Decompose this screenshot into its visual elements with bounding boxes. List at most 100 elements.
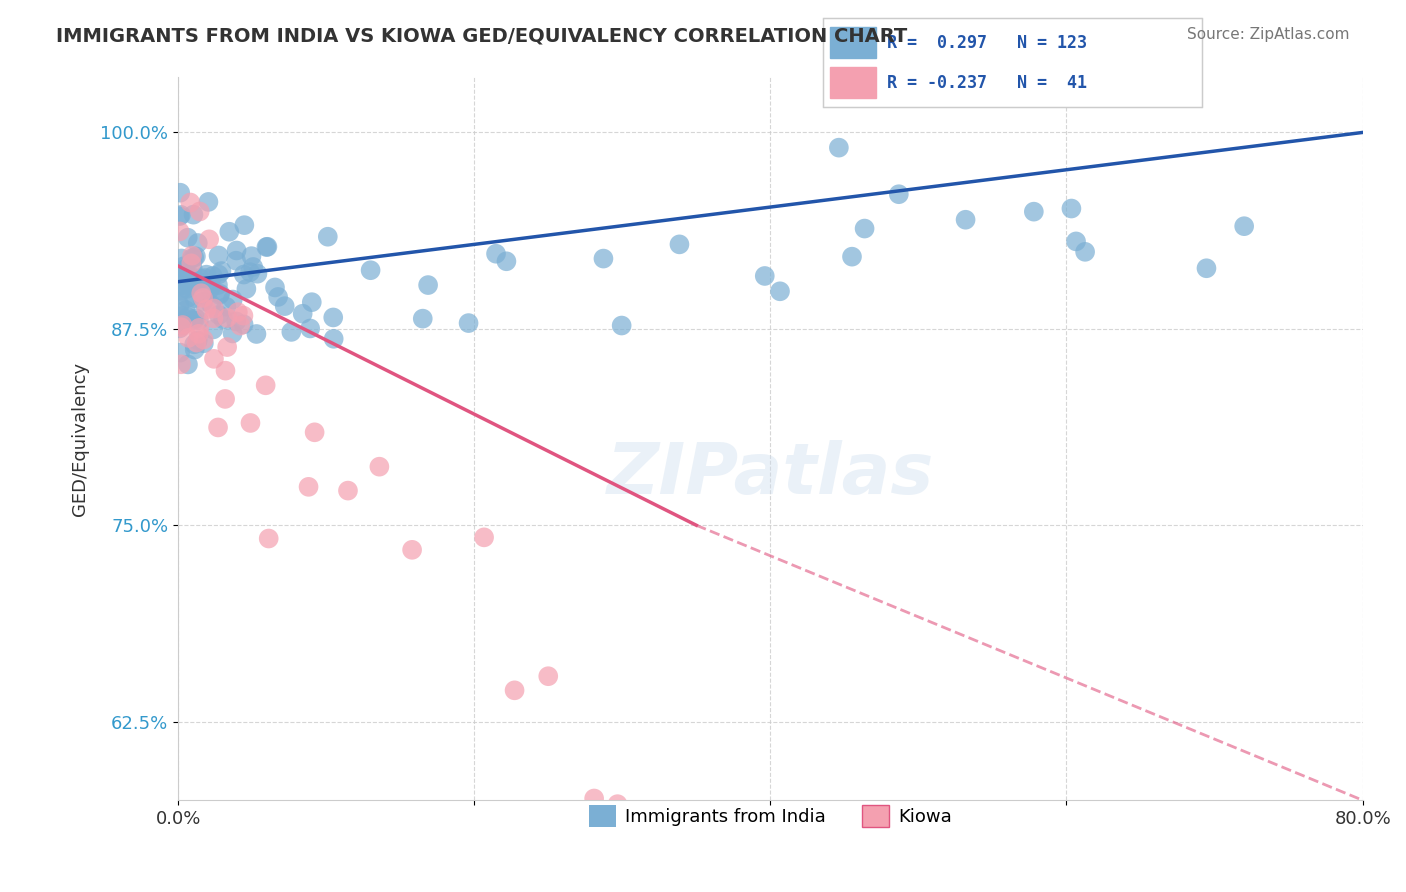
Immigrants from India xyxy=(173,266,195,280)
Immigrants from India xyxy=(183,313,205,327)
Immigrants from India xyxy=(828,141,851,155)
Immigrants from India xyxy=(187,313,209,327)
Kiowa xyxy=(186,335,208,350)
Immigrants from India xyxy=(181,261,204,276)
Bar xyxy=(830,27,876,58)
Kiowa xyxy=(503,683,526,698)
Immigrants from India xyxy=(193,336,215,351)
Immigrants from India xyxy=(173,259,195,273)
Immigrants from India xyxy=(853,221,876,235)
Immigrants from India xyxy=(1022,204,1045,219)
Kiowa xyxy=(177,331,200,345)
Immigrants from India xyxy=(169,321,191,335)
Kiowa xyxy=(188,321,211,335)
Kiowa xyxy=(297,480,319,494)
Immigrants from India xyxy=(170,208,193,222)
Immigrants from India xyxy=(239,265,262,279)
Immigrants from India xyxy=(360,263,382,277)
Immigrants from India xyxy=(177,358,200,372)
Immigrants from India xyxy=(187,235,209,250)
Immigrants from India xyxy=(232,268,254,282)
Kiowa xyxy=(172,318,194,332)
Kiowa xyxy=(214,364,236,378)
Immigrants from India xyxy=(174,302,197,317)
Immigrants from India xyxy=(769,285,792,299)
Immigrants from India xyxy=(1195,261,1218,276)
Immigrants from India xyxy=(176,263,198,277)
Kiowa xyxy=(401,542,423,557)
Immigrants from India xyxy=(322,332,344,346)
Immigrants from India xyxy=(176,282,198,296)
Immigrants from India xyxy=(170,278,193,293)
Immigrants from India xyxy=(174,262,197,277)
Kiowa xyxy=(195,302,218,317)
Immigrants from India xyxy=(194,271,217,285)
Immigrants from India xyxy=(592,252,614,266)
Immigrants from India xyxy=(177,230,200,244)
Text: ZIPatlas: ZIPatlas xyxy=(606,441,934,509)
Immigrants from India xyxy=(322,310,344,325)
Immigrants from India xyxy=(207,268,229,282)
Kiowa xyxy=(181,249,204,263)
Immigrants from India xyxy=(887,187,910,202)
Immigrants from India xyxy=(197,194,219,209)
Immigrants from India xyxy=(181,251,204,265)
Kiowa xyxy=(170,357,193,371)
Immigrants from India xyxy=(209,286,232,301)
Kiowa xyxy=(336,483,359,498)
Text: Source: ZipAtlas.com: Source: ZipAtlas.com xyxy=(1187,27,1350,42)
Immigrants from India xyxy=(200,278,222,293)
Immigrants from India xyxy=(215,300,238,314)
Immigrants from India xyxy=(169,186,191,200)
Kiowa xyxy=(169,224,191,238)
Immigrants from India xyxy=(195,268,218,282)
Text: R =  0.297   N = 123: R = 0.297 N = 123 xyxy=(887,34,1087,52)
Y-axis label: GED/Equivalency: GED/Equivalency xyxy=(72,362,89,516)
Immigrants from India xyxy=(183,337,205,351)
Kiowa xyxy=(217,340,239,354)
Immigrants from India xyxy=(246,267,269,281)
Immigrants from India xyxy=(173,314,195,328)
Kiowa xyxy=(232,309,254,323)
Immigrants from India xyxy=(180,277,202,292)
Immigrants from India xyxy=(1074,244,1097,259)
Immigrants from India xyxy=(1060,202,1083,216)
Kiowa xyxy=(170,320,193,334)
Immigrants from India xyxy=(221,326,243,341)
Immigrants from India xyxy=(233,218,256,232)
Immigrants from India xyxy=(172,318,194,332)
Kiowa xyxy=(202,311,225,326)
Immigrants from India xyxy=(188,271,211,285)
Kiowa xyxy=(207,420,229,434)
Immigrants from India xyxy=(177,271,200,285)
Bar xyxy=(830,67,876,98)
Immigrants from India xyxy=(207,278,229,293)
Immigrants from India xyxy=(169,298,191,312)
Kiowa xyxy=(606,797,628,812)
Immigrants from India xyxy=(176,291,198,305)
Immigrants from India xyxy=(201,268,224,283)
Immigrants from India xyxy=(412,311,434,326)
Immigrants from India xyxy=(267,290,290,304)
Immigrants from India xyxy=(245,326,267,341)
Kiowa xyxy=(202,351,225,366)
Kiowa xyxy=(229,318,252,333)
Kiowa xyxy=(180,256,202,270)
Immigrants from India xyxy=(208,288,231,302)
Immigrants from India xyxy=(754,268,776,283)
Immigrants from India xyxy=(218,225,240,239)
Immigrants from India xyxy=(955,212,977,227)
Immigrants from India xyxy=(183,291,205,305)
Immigrants from India xyxy=(193,294,215,309)
Immigrants from India xyxy=(173,272,195,286)
Immigrants from India xyxy=(495,254,517,268)
Immigrants from India xyxy=(225,253,247,268)
Immigrants from India xyxy=(170,252,193,266)
Immigrants from India xyxy=(184,249,207,263)
Immigrants from India xyxy=(222,293,245,307)
Kiowa xyxy=(583,791,606,805)
Kiowa xyxy=(191,291,214,305)
Immigrants from India xyxy=(291,307,314,321)
Immigrants from India xyxy=(254,240,277,254)
Immigrants from India xyxy=(225,314,247,328)
